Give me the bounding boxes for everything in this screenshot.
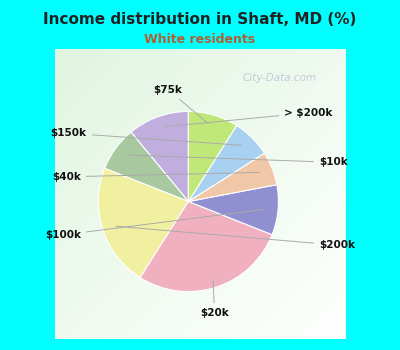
Text: $10k: $10k [127, 155, 348, 167]
Text: $75k: $75k [154, 85, 208, 124]
Text: White residents: White residents [144, 33, 256, 46]
Wedge shape [98, 168, 188, 278]
Wedge shape [188, 111, 237, 202]
Text: $150k: $150k [51, 128, 242, 145]
Wedge shape [188, 185, 278, 234]
Text: > $200k: > $200k [164, 108, 333, 127]
Text: $20k: $20k [200, 280, 229, 318]
Text: $200k: $200k [116, 226, 355, 250]
Wedge shape [105, 132, 188, 202]
Wedge shape [188, 126, 264, 202]
Text: $100k: $100k [45, 209, 264, 240]
Text: Income distribution in Shaft, MD (%): Income distribution in Shaft, MD (%) [43, 12, 357, 27]
Wedge shape [131, 111, 188, 202]
Wedge shape [188, 153, 277, 202]
Text: City-Data.com: City-Data.com [243, 73, 317, 83]
Wedge shape [140, 202, 272, 292]
Text: $40k: $40k [52, 172, 259, 182]
